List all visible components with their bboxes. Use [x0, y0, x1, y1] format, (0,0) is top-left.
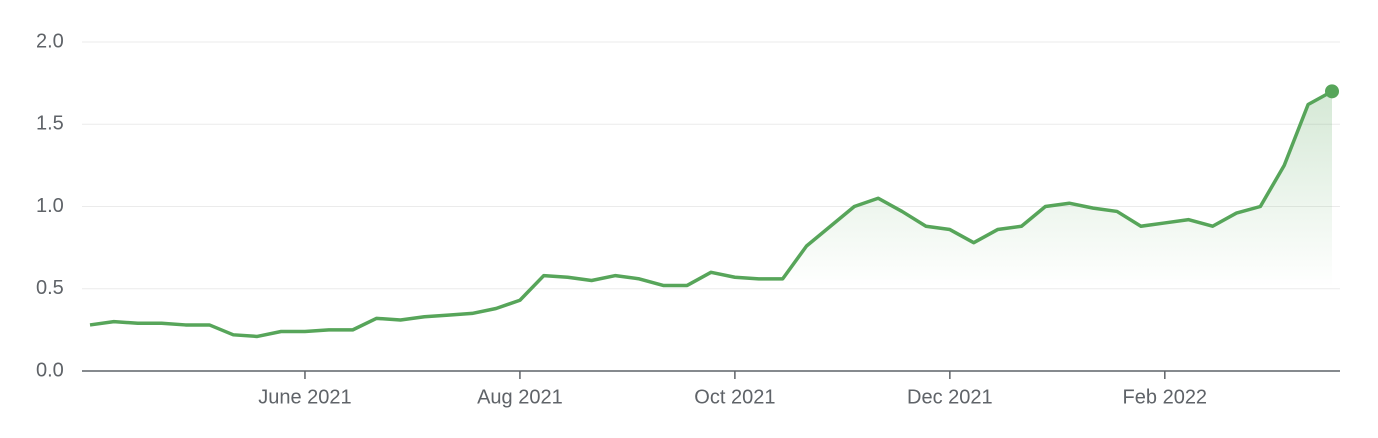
x-tick-label: Dec 2021 — [907, 386, 993, 408]
y-tick-label: 1.0 — [36, 195, 64, 217]
y-tick-label: 0.0 — [36, 359, 64, 381]
y-tick-label: 1.5 — [36, 113, 64, 135]
area — [90, 91, 1332, 371]
x-tick-label: Feb 2022 — [1123, 386, 1208, 408]
x-tick-label: Aug 2021 — [477, 386, 563, 408]
x-tick-label: Oct 2021 — [694, 386, 775, 408]
y-tick-label: 0.5 — [36, 277, 64, 299]
line — [89, 89, 1333, 339]
x-tick-label: June 2021 — [258, 386, 351, 408]
last-point — [1325, 84, 1339, 99]
y-tick-label: 2.0 — [36, 30, 64, 52]
